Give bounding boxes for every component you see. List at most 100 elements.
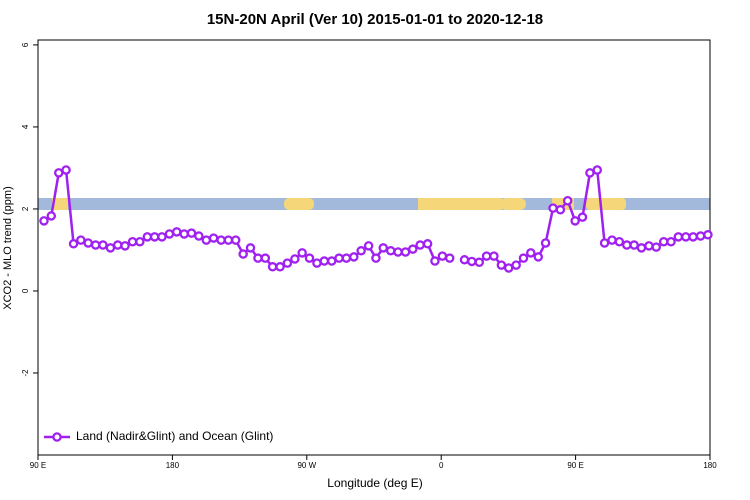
data-point	[68, 239, 79, 249]
land-patch	[500, 198, 526, 210]
data-point	[46, 211, 57, 221]
data-point	[157, 232, 167, 242]
data-point	[526, 248, 536, 258]
land-patch	[52, 198, 68, 210]
data-point	[467, 256, 477, 267]
data-point	[363, 241, 374, 251]
data-point	[636, 243, 647, 253]
data-point	[245, 243, 256, 253]
data-point	[548, 203, 558, 213]
y-tick-label: 0	[21, 288, 30, 293]
data-point	[297, 248, 307, 258]
x-axis-label: Longitude (deg E)	[327, 476, 422, 490]
data-point	[275, 262, 285, 272]
data-point	[651, 242, 661, 252]
data-point	[61, 165, 71, 175]
data-point	[592, 165, 603, 175]
data-point	[614, 237, 625, 247]
data-point	[105, 243, 116, 253]
legend-marker	[52, 432, 62, 442]
data-point	[120, 241, 130, 251]
data-point	[622, 240, 632, 250]
land-patch	[586, 198, 626, 210]
data-point	[171, 227, 182, 237]
data-point	[112, 240, 123, 250]
data-point	[378, 243, 389, 253]
data-point	[282, 258, 293, 268]
y-axis-label: XCO2 - MLO trend (ppm)	[2, 186, 14, 309]
data-point	[459, 255, 470, 265]
data-point	[415, 240, 425, 250]
data-point	[430, 256, 440, 266]
data-point	[503, 263, 514, 273]
data-point	[260, 253, 271, 263]
data-point	[90, 240, 101, 250]
data-point	[474, 257, 485, 268]
data-point	[341, 253, 352, 263]
data-point	[400, 247, 411, 257]
data-point	[54, 168, 64, 178]
legend-label: Land (Nadir&Glint) and Ocean (Glint)	[76, 429, 273, 443]
data-point	[533, 252, 544, 262]
data-point	[607, 235, 617, 245]
data-point	[570, 216, 580, 226]
data-point	[629, 240, 639, 250]
data-point	[216, 235, 226, 245]
data-point	[326, 256, 337, 266]
data-point	[511, 260, 521, 270]
x-tick-label: 90 E	[30, 461, 46, 470]
data-point	[599, 238, 610, 248]
data-point	[489, 251, 499, 261]
data-point	[349, 252, 359, 262]
data-point	[422, 239, 433, 249]
x-tick-label: 180	[703, 461, 717, 470]
data-point	[267, 262, 278, 272]
x-tick-label: 180	[166, 461, 180, 470]
data-point	[695, 231, 706, 241]
data-point	[83, 238, 93, 248]
data-point	[681, 232, 691, 242]
data-point	[481, 251, 492, 261]
y-tick-label: -2	[21, 369, 30, 377]
y-tick-label: 2	[21, 206, 30, 211]
y-tick-label: 6	[21, 42, 30, 47]
data-point	[334, 253, 344, 263]
data-point	[201, 235, 212, 245]
data-point	[76, 235, 86, 245]
data-point	[39, 216, 49, 226]
data-point	[437, 251, 448, 261]
data-point	[304, 253, 315, 263]
data-point	[319, 256, 330, 266]
data-point	[312, 258, 322, 268]
data-point	[253, 253, 263, 263]
x-tick-label: 0	[439, 461, 444, 470]
data-point	[644, 241, 654, 251]
data-point	[496, 260, 507, 270]
data-point	[135, 237, 145, 247]
data-point	[688, 232, 698, 242]
data-point	[238, 249, 248, 259]
x-tick-label: 90 E	[567, 461, 583, 470]
x-tick-label: 90 W	[297, 461, 316, 470]
data-point	[290, 254, 300, 264]
data-point	[703, 230, 713, 240]
data-point	[666, 237, 676, 247]
data-point	[408, 244, 418, 254]
chart-title: 15N-20N April (Ver 10) 2015-01-01 to 202…	[207, 11, 543, 28]
data-point	[208, 233, 219, 243]
data-point	[385, 246, 396, 256]
data-point	[98, 240, 108, 250]
ocean-band	[38, 198, 710, 210]
data-point	[127, 237, 138, 247]
data-point	[518, 253, 529, 263]
data-point	[562, 196, 573, 206]
data-point	[540, 238, 551, 248]
land-patch	[418, 198, 502, 210]
data-point	[393, 247, 403, 257]
data-point	[179, 229, 189, 239]
data-point	[164, 229, 175, 239]
data-point	[444, 253, 455, 263]
data-point	[555, 205, 566, 215]
